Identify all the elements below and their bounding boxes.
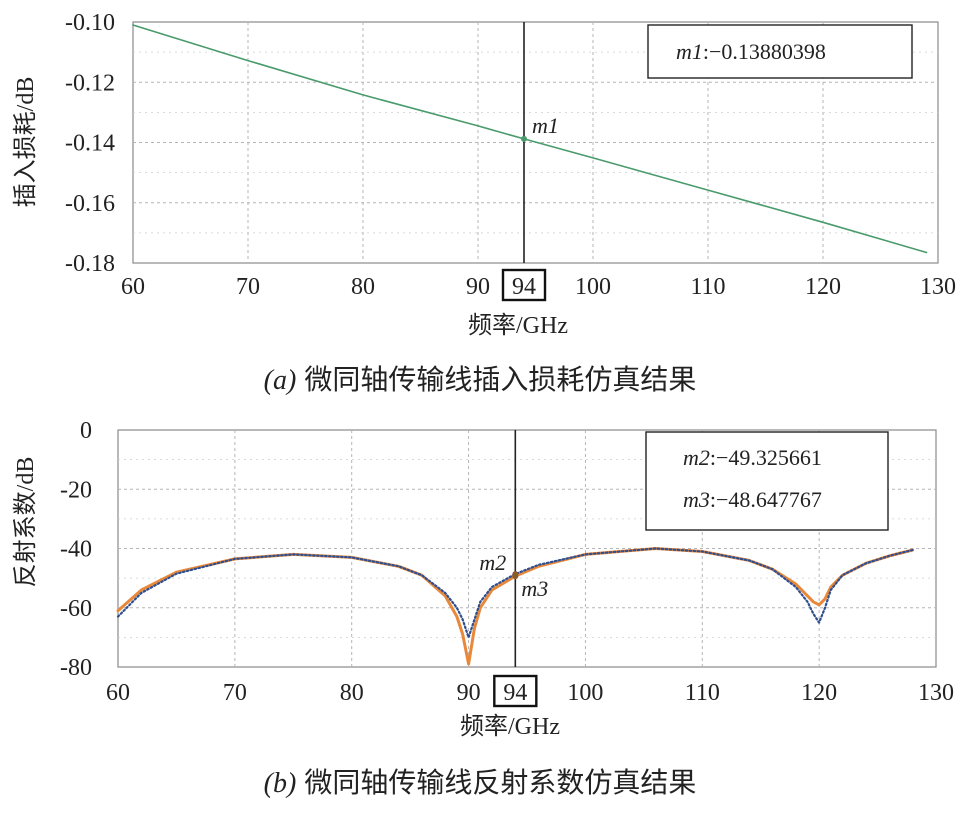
chart-b: 0-20-40-60-80 60 70 80 90 94 100 110 120 130 m2m… [12,418,954,799]
chart-b-series-line-2 [116,547,914,639]
chart-a-x-ticks: 60 70 80 90 94 100 110 120 130 [121,268,956,302]
marker-m2-label: m2 [479,550,506,575]
chart-a-y-tick-label: -0.16 [65,191,115,217]
chart-a: -0.10 -0.12 -0.14 -0.16 -0.18 60 70 80 90 94 100 1… [12,10,956,396]
m2-readout: m2:−49.325661 [683,445,822,470]
chart-a-y-tick-label: -0.12 [65,70,115,96]
chart-b-y-axis-label: 反射系数/dB [12,457,39,588]
chart-b-x-tick-label: 120 [801,680,837,706]
chart-a-caption: (a) 微同轴传输线插入损耗仿真结果 [264,364,697,396]
marker-m3-label: m3 [521,576,548,601]
chart-b-series [116,547,915,666]
chart-a-x-tick-label: 94 [512,274,536,300]
chart-b-x-tick-label: 100 [567,680,603,706]
chart-b-x-axis-label: 频率/GHz [460,713,560,740]
chart-b-y-tick-label: -60 [60,596,92,622]
marker-m1-point [521,135,527,142]
chart-a-x-tick-label: 80 [351,274,375,300]
chart-a-y-tick-label: -0.18 [65,251,115,277]
chart-b-x-tick-label: 80 [340,680,364,706]
chart-b-x-ticks: 60 70 80 90 94 100 110 120 130 [106,674,954,708]
chart-a-markers: m1 [521,22,559,263]
chart-b-gridlines [118,430,936,667]
chart-a-y-ticks: -0.10 -0.12 -0.14 -0.16 -0.18 [65,10,115,277]
chart-b-highlight-tick-box [493,674,538,708]
marker-m1-label: m1 [532,113,559,138]
chart-b-y-tick-label: -20 [60,477,92,503]
chart-a-y-tick-label: -0.10 [65,10,115,36]
chart-a-y-axis-label: 插入损耗/dB [12,77,39,208]
chart-a-readout-box: m1:−0.13880398 [647,24,913,79]
chart-a-highlight-tick-box [501,268,547,302]
chart-a-x-tick-label: 70 [236,274,260,300]
chart-b-x-tick-label: 110 [685,680,720,706]
chart-b-x-tick-label: 94 [503,680,527,706]
chart-b-x-tick-label: 90 [457,680,481,706]
chart-a-x-axis-label: 频率/GHz [468,312,568,339]
m3-readout: m3:−48.647767 [683,487,822,512]
marker-m3-point [512,571,519,578]
chart-a-x-tick-label: 110 [690,274,725,300]
chart-a-x-tick-label: 90 [466,274,490,300]
chart-a-x-tick-label: 100 [575,274,611,300]
m1-readout: m1:−0.13880398 [676,39,826,64]
chart-a-y-tick-label: -0.14 [65,131,115,157]
chart-b-x-tick-label: 70 [223,680,247,706]
chart-a-x-tick-label: 60 [121,274,145,300]
chart-a-x-tick-label: 120 [805,274,841,300]
chart-b-markers: m2 m3 [479,430,548,667]
chart-b-x-tick-label: 130 [918,680,954,706]
chart-b-y-tick-label: -40 [60,537,92,563]
chart-b-y-ticks: 0 -20 -40 -60 -80 [60,418,92,681]
chart-b-readout-box: m2:−49.325661 m3:−48.647767 [645,431,889,531]
chart-b-y-tick-label: -80 [60,655,92,681]
chart-a-x-tick-label: 130 [920,274,956,300]
chart-b-caption: (b) 微同轴传输线反射系数仿真结果 [264,767,697,799]
chart-b-y-tick-label: 0 [80,418,92,444]
chart-b-x-tick-label: 60 [106,680,130,706]
